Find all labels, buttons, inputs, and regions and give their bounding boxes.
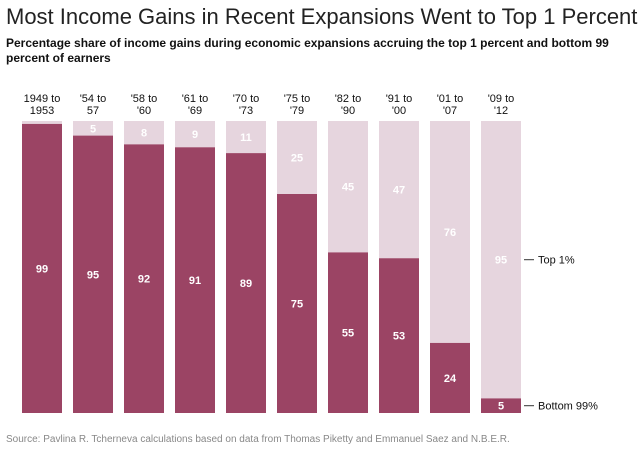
bar-bottom99-segment (328, 252, 368, 413)
bottom99-value-label: 91 (189, 275, 201, 287)
chart-title: Most Income Gains in Recent Expansions W… (6, 4, 638, 29)
bottom99-value-label: 99 (36, 263, 48, 275)
bar-top1-segment (328, 121, 368, 253)
bottom99-value-label: 95 (87, 269, 99, 281)
bottom99-value-label: 75 (291, 299, 303, 311)
top1-value-label: 76 (444, 227, 456, 239)
legend-label-top1: Top 1% (538, 255, 575, 267)
source-note: Source: Pavlina R. Tcherneva calculation… (6, 434, 510, 445)
bar-bottom99-segment (73, 135, 113, 413)
category-label: '09 to '12 (488, 93, 515, 117)
bar-top1-segment (481, 121, 521, 399)
top1-value-label: 95 (495, 255, 507, 267)
bar-bottom99-segment (379, 258, 419, 413)
category-label: '01 to '07 (437, 93, 464, 117)
legend-label-bottom99: Bottom 99% (538, 401, 598, 413)
category-label: 1949 to 1953 (24, 93, 61, 117)
bar-bottom99-segment (430, 342, 470, 413)
bar-top1-segment (430, 121, 470, 343)
top1-value-label: 9 (192, 129, 198, 141)
bottom99-value-label: 92 (138, 274, 150, 286)
category-label: '82 to '90 (335, 93, 362, 117)
bar-top1-segment (124, 121, 164, 145)
top1-value-label: 47 (393, 185, 405, 197)
top1-value-label: 45 (342, 182, 354, 194)
bar-bottom99-segment (226, 153, 266, 413)
top1-value-label: 25 (291, 153, 303, 165)
bar-bottom99-segment (277, 194, 317, 413)
bar-top1-segment (175, 121, 215, 148)
bar-top1-segment (226, 121, 266, 154)
category-label: '75 to '79 (284, 93, 311, 117)
category-label: '70 to '73 (233, 93, 260, 117)
category-label: '58 to '60 (131, 93, 158, 117)
bottom99-value-label: 53 (393, 331, 405, 343)
category-label: '54 to 57 (80, 93, 107, 117)
bar-top1-segment (73, 121, 113, 136)
bottom99-value-label: 55 (342, 328, 354, 340)
bottom99-value-label: 5 (498, 401, 504, 413)
bar-top1-segment (379, 121, 419, 259)
bar-top1-segment (277, 121, 317, 194)
category-label: '61 to '69 (182, 93, 209, 117)
bar-bottom99-segment (124, 144, 164, 414)
bottom99-value-label: 24 (444, 373, 457, 385)
category-label: '91 to '00 (386, 93, 413, 117)
bar-top1-segment (22, 121, 62, 124)
bar-bottom99-segment (175, 147, 215, 413)
bottom99-value-label: 89 (240, 278, 252, 290)
top1-value-label: 11 (240, 132, 252, 144)
top1-value-label: 8 (141, 128, 147, 140)
bar-bottom99-segment (481, 398, 521, 413)
chart-subtitle: Percentage share of income gains during … (6, 36, 609, 65)
bar-bottom99-segment (22, 123, 62, 414)
top1-value-label: 5 (90, 123, 96, 135)
